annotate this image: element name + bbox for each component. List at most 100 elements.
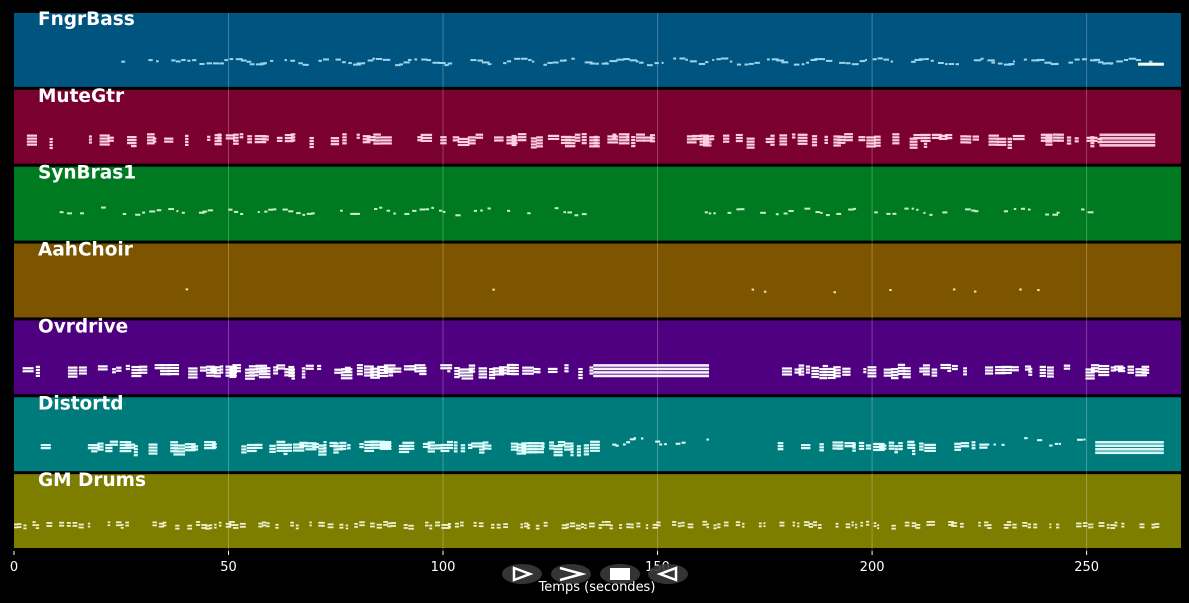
note [67,369,78,372]
note [329,444,337,448]
note [625,138,629,141]
note [948,521,954,523]
note [991,61,996,64]
note [276,136,283,139]
note [837,447,842,450]
note [175,524,180,527]
note [883,371,893,374]
note [635,136,646,139]
note [440,443,450,447]
note [478,522,484,525]
x-tick-label: 100 [431,560,456,575]
note [403,61,410,64]
note [619,527,622,529]
note [240,213,244,216]
note [419,372,427,376]
note [460,447,466,450]
note [578,373,583,377]
note [652,526,659,529]
note [638,61,644,64]
note [547,134,560,138]
note [751,288,755,291]
note [564,367,569,370]
note [771,58,779,61]
note [257,211,260,214]
note [564,442,574,445]
note [452,139,460,142]
note [528,448,538,451]
note [115,521,122,524]
note [160,373,171,376]
note [148,443,158,446]
note [821,58,826,61]
note [609,524,613,527]
note [160,367,171,370]
note [260,62,266,65]
note [589,372,594,375]
fast-forward-button[interactable] [551,564,591,584]
note [35,368,41,371]
note [1056,523,1060,526]
note [547,61,553,64]
note [1052,133,1060,136]
note [309,142,314,146]
track-title: Distortd [38,393,123,414]
note [323,443,327,447]
note [329,441,337,445]
note [377,371,389,375]
note [496,523,501,526]
note [511,137,517,141]
note [17,523,22,526]
note [1024,368,1032,371]
note [879,447,887,450]
note [839,61,846,64]
note [199,369,207,372]
note [291,374,296,377]
note [206,368,216,371]
note [604,523,611,526]
note [972,135,980,138]
note [49,137,53,141]
note [167,369,180,373]
note [22,367,34,370]
note [1090,142,1095,145]
note [276,446,286,449]
note [833,366,841,369]
play-button[interactable] [502,564,542,584]
note [301,370,306,373]
note [311,212,315,215]
note [892,142,900,145]
note [99,137,110,140]
note [453,444,458,447]
note [937,62,944,65]
track-notes-0 [121,57,1164,67]
note [938,134,948,138]
note [607,135,619,138]
note [530,146,537,149]
note [290,139,296,142]
note [339,447,347,450]
note [112,371,116,374]
note [584,61,593,64]
note [929,523,936,526]
note [152,140,157,143]
note [827,370,836,374]
note [59,524,65,527]
note [207,138,211,141]
note [883,58,890,61]
note [1049,526,1052,529]
note [633,437,636,440]
note [735,139,743,143]
note [188,376,198,379]
stop-button[interactable] [600,564,640,584]
note [454,525,459,528]
note [377,365,389,369]
note [91,447,98,450]
rewind-button[interactable] [648,564,688,584]
note [446,440,453,444]
note [458,368,463,371]
note [426,59,432,62]
note [477,59,483,62]
note [454,522,459,525]
note [255,364,268,367]
